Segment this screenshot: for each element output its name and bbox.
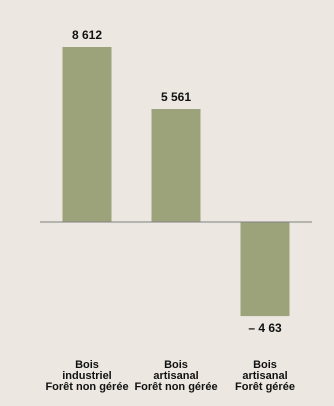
bar-1 xyxy=(62,47,112,222)
bar-2 xyxy=(151,108,201,222)
bar-3 xyxy=(240,222,290,317)
value-label-3: – 4 63 xyxy=(248,321,282,335)
category-label-1-line-1: Bois xyxy=(75,359,99,371)
value-label-2: 5 561 xyxy=(161,90,191,104)
category-label-1-line-3: Forêt non gérée xyxy=(45,381,128,393)
category-label-3-line-3: Forêt gérée xyxy=(235,381,295,393)
category-label-2-line-3: Forêt non gérée xyxy=(134,381,217,393)
category-label-3-line-1: Bois xyxy=(253,359,277,371)
category-label-2-line-1: Bois xyxy=(164,359,188,371)
category-label-3-line-2: artisanal xyxy=(242,370,287,382)
value-labels-group: 8 612 5 561 – 4 63 xyxy=(72,28,282,335)
category-label-1-line-2: industriel xyxy=(62,370,112,382)
bars-group xyxy=(62,47,290,317)
category-label-2-line-2: artisanal xyxy=(153,370,198,382)
value-label-1: 8 612 xyxy=(72,28,102,42)
